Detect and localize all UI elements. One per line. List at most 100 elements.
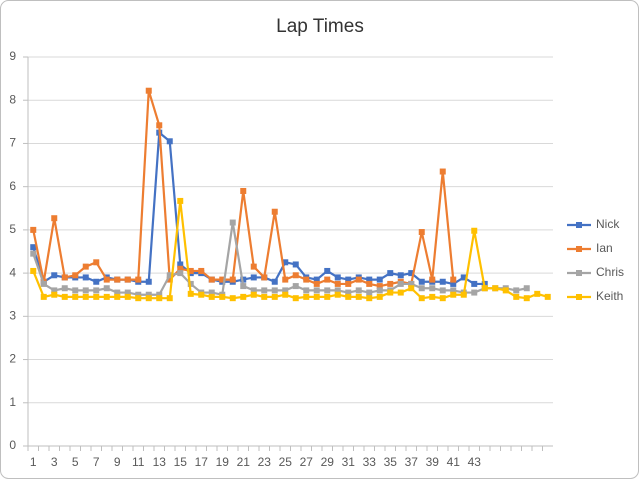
point-marker bbox=[481, 285, 488, 292]
point-marker bbox=[334, 274, 341, 281]
y-tick-label: 7 bbox=[9, 136, 16, 150]
point-marker bbox=[135, 291, 142, 298]
point-marker bbox=[397, 289, 404, 296]
x-tick-label: 35 bbox=[384, 455, 398, 469]
x-tick-label: 43 bbox=[468, 455, 482, 469]
point-marker bbox=[429, 276, 436, 283]
x-tick-label: 41 bbox=[447, 455, 461, 469]
point-marker bbox=[229, 219, 236, 226]
legend-label: Keith bbox=[596, 289, 623, 303]
x-tick-label: 13 bbox=[153, 455, 167, 469]
point-marker bbox=[492, 285, 499, 292]
x-tick-label: 23 bbox=[258, 455, 272, 469]
point-marker bbox=[523, 285, 530, 292]
point-marker bbox=[471, 227, 478, 234]
point-marker bbox=[166, 295, 173, 302]
point-marker bbox=[471, 289, 478, 296]
point-marker bbox=[271, 287, 278, 294]
y-tick-label: 6 bbox=[9, 179, 16, 193]
y-tick-label: 3 bbox=[9, 309, 16, 323]
point-marker bbox=[418, 295, 425, 302]
x-tick-label: 9 bbox=[114, 455, 121, 469]
point-marker bbox=[187, 290, 194, 297]
point-marker bbox=[30, 267, 37, 274]
point-marker bbox=[313, 287, 320, 294]
point-marker bbox=[292, 261, 299, 268]
point-marker bbox=[261, 293, 268, 300]
point-marker bbox=[82, 263, 89, 270]
y-tick-label: 5 bbox=[9, 222, 16, 236]
point-marker bbox=[156, 122, 163, 129]
point-marker bbox=[502, 287, 509, 294]
point-marker bbox=[72, 287, 79, 294]
point-marker bbox=[408, 280, 415, 287]
y-tick-label: 0 bbox=[9, 438, 16, 452]
point-marker bbox=[271, 208, 278, 215]
point-marker bbox=[82, 287, 89, 294]
point-marker bbox=[250, 291, 257, 298]
y-tick-label: 9 bbox=[9, 49, 16, 63]
x-tick-label: 25 bbox=[279, 455, 293, 469]
point-marker bbox=[324, 293, 331, 300]
point-marker bbox=[345, 276, 352, 283]
point-marker bbox=[187, 280, 194, 287]
point-marker bbox=[93, 287, 100, 294]
point-marker bbox=[61, 293, 68, 300]
x-tick-label: 31 bbox=[342, 455, 356, 469]
point-marker bbox=[345, 280, 352, 287]
point-marker bbox=[93, 259, 100, 266]
point-marker bbox=[282, 291, 289, 298]
point-marker bbox=[345, 293, 352, 300]
point-marker bbox=[292, 272, 299, 279]
point-marker bbox=[72, 293, 79, 300]
point-marker bbox=[103, 276, 110, 283]
point-marker bbox=[229, 295, 236, 302]
point-marker bbox=[397, 280, 404, 287]
point-marker bbox=[408, 285, 415, 292]
point-marker bbox=[124, 289, 131, 296]
point-marker bbox=[376, 287, 383, 294]
point-marker bbox=[114, 276, 121, 283]
point-marker bbox=[334, 287, 341, 294]
legend-marker bbox=[576, 222, 582, 228]
point-marker bbox=[513, 287, 520, 294]
legend-marker bbox=[576, 270, 582, 276]
point-marker bbox=[387, 280, 394, 287]
point-marker bbox=[271, 278, 278, 285]
y-tick-label: 4 bbox=[9, 265, 16, 279]
x-tick-label: 39 bbox=[426, 455, 440, 469]
point-marker bbox=[261, 274, 268, 281]
x-tick-label: 3 bbox=[51, 455, 58, 469]
point-marker bbox=[408, 270, 415, 277]
x-tick-label: 7 bbox=[93, 455, 100, 469]
point-marker bbox=[460, 291, 467, 298]
point-marker bbox=[324, 267, 331, 274]
point-marker bbox=[355, 287, 362, 294]
point-marker bbox=[313, 276, 320, 283]
y-tick-label: 2 bbox=[9, 352, 16, 366]
point-marker bbox=[313, 280, 320, 287]
point-marker bbox=[177, 261, 184, 268]
point-marker bbox=[124, 276, 131, 283]
point-marker bbox=[61, 274, 68, 281]
point-marker bbox=[187, 267, 194, 274]
x-tick-label: 15 bbox=[174, 455, 188, 469]
point-marker bbox=[240, 293, 247, 300]
legend-label: Chris bbox=[596, 265, 624, 279]
point-marker bbox=[51, 272, 58, 279]
legend-marker bbox=[576, 294, 582, 300]
point-marker bbox=[450, 287, 457, 294]
point-marker bbox=[177, 270, 184, 277]
point-marker bbox=[103, 293, 110, 300]
x-tick-label: 19 bbox=[216, 455, 230, 469]
point-marker bbox=[145, 291, 152, 298]
point-marker bbox=[534, 290, 541, 297]
point-marker bbox=[156, 295, 163, 302]
point-marker bbox=[93, 278, 100, 285]
point-marker bbox=[429, 285, 436, 292]
point-marker bbox=[156, 291, 163, 298]
x-tick-label: 27 bbox=[300, 455, 314, 469]
